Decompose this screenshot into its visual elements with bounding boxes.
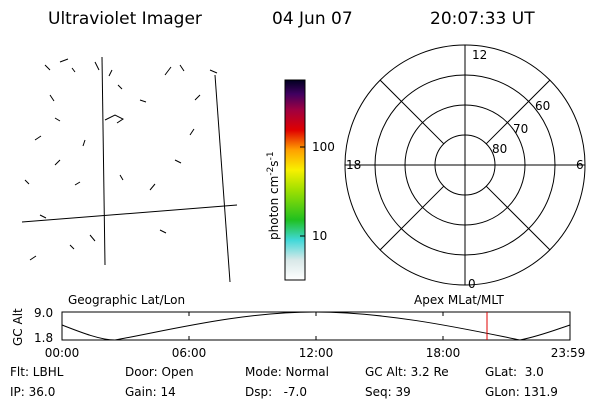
right-label: Apex MLat/MLT: [414, 293, 504, 307]
left-label: Geographic Lat/Lon: [68, 293, 185, 307]
info-field: IP: 36.0: [10, 385, 55, 399]
info-field: Dsp: -7.0: [245, 385, 307, 399]
mlt-label: 18: [346, 158, 361, 172]
y-tick-label: 1.8: [34, 331, 53, 345]
unit-mid: s: [267, 160, 281, 166]
mlt-label: 0: [468, 277, 476, 291]
footer: Flt: LBHL Door: Open Mode: Normal GC Alt: 3…: [10, 365, 558, 399]
mlt-label: 6: [576, 158, 584, 172]
x-tick-label: 06:00: [172, 346, 207, 360]
colorbar-unit: photon cm-2s-1: [266, 151, 281, 240]
x-tick-label: 23:59: [551, 346, 586, 360]
info-field: Door: Open: [125, 365, 194, 379]
info-field: GLat: 3.0: [485, 365, 544, 379]
info-field: Seq: 39: [365, 385, 411, 399]
date: 04 Jun 07: [272, 9, 353, 29]
map-grid: [21, 56, 238, 283]
time: 20:07:33 UT: [430, 9, 535, 29]
colorbar-tick-label: 10: [312, 229, 327, 243]
x-tick-label: 00:00: [45, 346, 80, 360]
colorbar: [284, 79, 306, 281]
mlat-label: 80: [492, 142, 507, 156]
y-tick-label: 9.0: [34, 306, 53, 320]
info-field: GLon: 131.9: [485, 385, 558, 399]
x-ticks: [188, 312, 444, 340]
unit-exp: -2: [266, 167, 276, 176]
unit-exp: -1: [266, 151, 276, 160]
info-field: Gain: 14: [125, 385, 176, 399]
mlat-label: 60: [535, 99, 550, 113]
info-field: GC Alt: 3.2 Re: [365, 365, 449, 379]
y-label: GC Alt: [11, 308, 25, 346]
polar-grid: [344, 44, 586, 286]
x-tick-label: 18:00: [426, 346, 461, 360]
altitude-curve: [61, 311, 571, 341]
mlat-label: 70: [513, 122, 528, 136]
x-tick-label: 12:00: [299, 346, 334, 360]
info-field: Flt: LBHL: [10, 365, 64, 379]
title: Ultraviolet Imager: [48, 9, 202, 29]
unit-base: photon cm: [267, 176, 281, 240]
colorbar-tick-label: 100: [312, 140, 335, 154]
info-field: Mode: Normal: [245, 365, 329, 379]
mlt-label: 12: [472, 48, 487, 62]
